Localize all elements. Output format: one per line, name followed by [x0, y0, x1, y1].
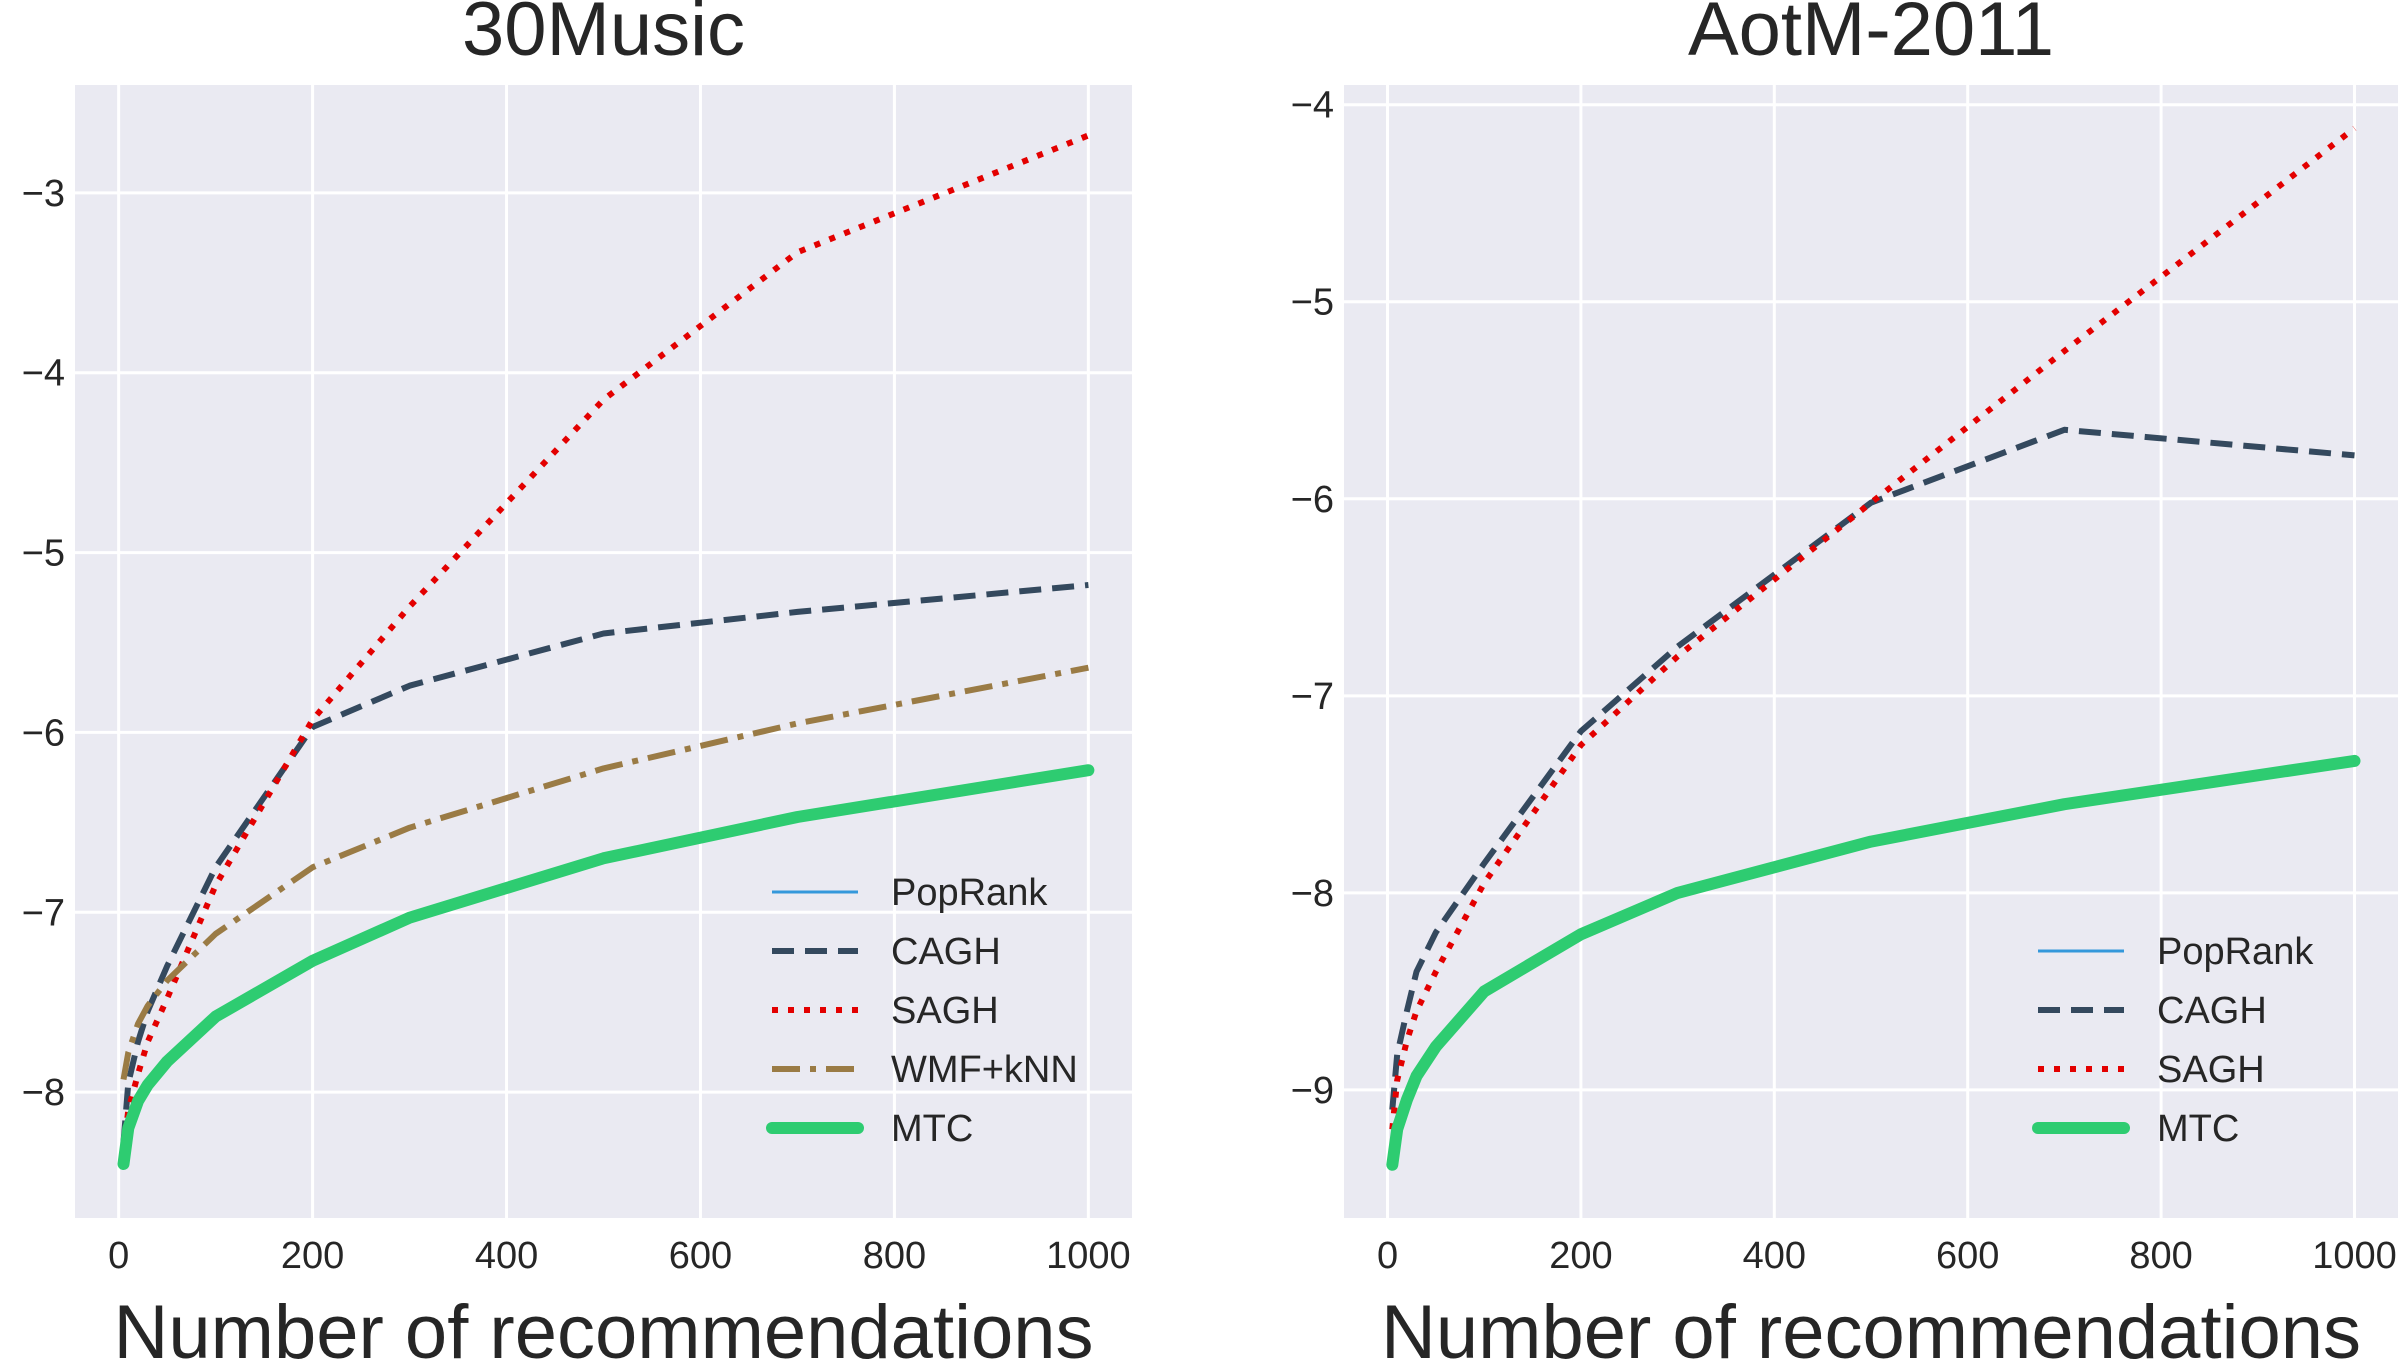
chart-title: 30Music: [462, 0, 745, 72]
chart-panel-0: 0 200 400 600 800 1000 −8 −7 −6 −5 −4 −3 30Music Numb…: [22, 0, 1132, 1364]
x-tick-label: 200: [281, 1235, 344, 1277]
legend-label: PopRank: [2157, 931, 2314, 973]
y-tick-label: −3: [22, 173, 65, 215]
legend-label: MTC: [891, 1108, 973, 1150]
series-line-sagh: [120, 132, 1090, 1151]
x-tick-label: 800: [2129, 1235, 2192, 1277]
x-tick-label: 800: [863, 1235, 926, 1277]
x-tick-label: 0: [108, 1235, 129, 1277]
y-tick-label: −5: [1291, 282, 1334, 324]
x-tick-label: 1000: [2312, 1235, 2397, 1277]
x-tick-label: 600: [669, 1235, 732, 1277]
series-line-cagh: [120, 582, 1089, 1143]
x-tick-label: 400: [1743, 1235, 1806, 1277]
y-tick-label: −8: [22, 1072, 65, 1114]
legend-label: WMF+kNN: [891, 1049, 1078, 1091]
x-tick-label: 600: [1936, 1235, 1999, 1277]
chart-title: AotM-2011: [1688, 0, 2054, 72]
x-axis-label: Number of recommendations: [114, 1290, 1094, 1364]
x-axis-label: Number of recommendations: [1381, 1290, 2361, 1364]
legend-label: MTC: [2157, 1108, 2239, 1150]
plot-area: [75, 85, 1132, 1218]
legend-label: CAGH: [2157, 990, 2267, 1032]
x-tick-label: 400: [475, 1235, 538, 1277]
y-tick-label: −7: [22, 892, 65, 934]
chart-panel-1: 0 200 400 600 800 1000 −9 −8 −7 −6 −5 −4 AotM-2011 Nu…: [1291, 0, 2398, 1364]
legend-label: PopRank: [891, 872, 1048, 914]
y-tick-label: −5: [22, 533, 65, 575]
legend-label: CAGH: [891, 931, 1001, 973]
series-line-cagh: [1389, 426, 2355, 1110]
legend-label: SAGH: [2157, 1049, 2265, 1091]
series-line-mtc: [117, 764, 1095, 1170]
x-tick-label: 1000: [1046, 1235, 1131, 1277]
y-tick-label: −6: [22, 712, 65, 754]
legend-label: SAGH: [891, 990, 999, 1032]
series-line-wmf-knn: [120, 664, 1089, 1081]
y-tick-label: −4: [1291, 85, 1334, 127]
y-tick-label: −4: [22, 353, 65, 395]
x-tick-label: 0: [1377, 1235, 1398, 1277]
y-tick-label: −8: [1291, 873, 1334, 915]
x-tick-label: 200: [1549, 1235, 1612, 1277]
y-tick-label: −7: [1291, 676, 1334, 718]
plot-area: [1344, 85, 2398, 1218]
y-tick-label: −6: [1291, 479, 1334, 521]
y-tick-label: −9: [1291, 1070, 1334, 1112]
series-line-mtc: [1386, 754, 2361, 1171]
